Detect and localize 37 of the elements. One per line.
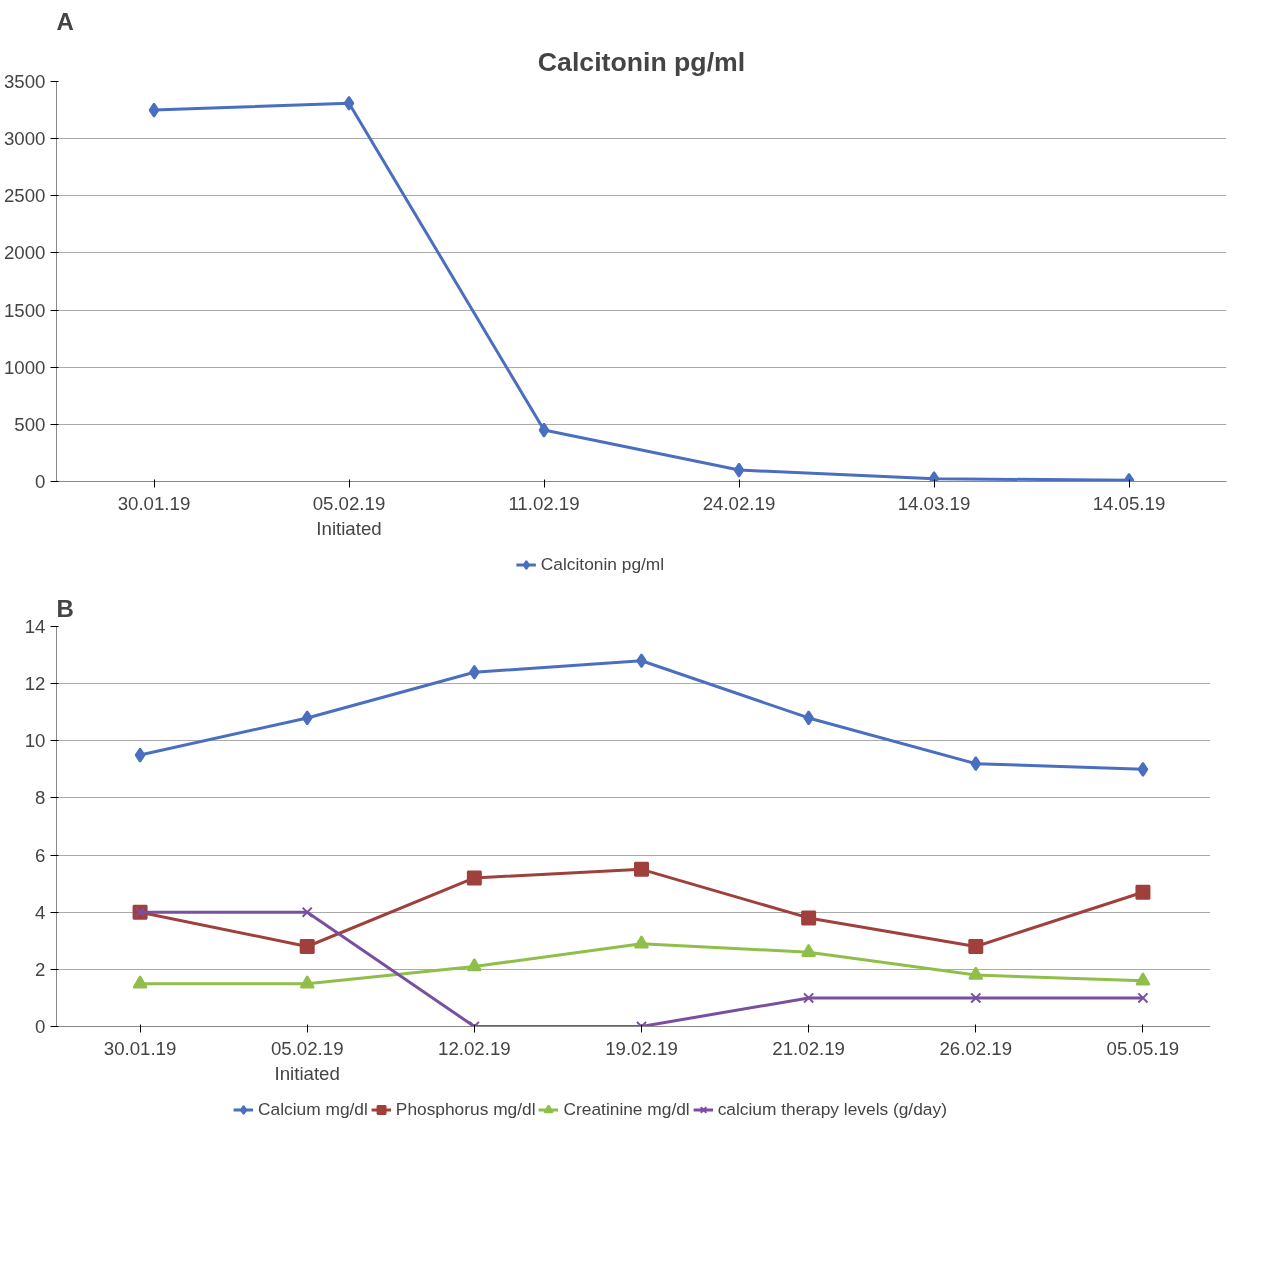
y-tick-label: 12 [24,673,46,695]
legend-label: Calcitonin pg/ml [540,553,665,575]
legend-label: Creatinine mg/dl [563,1098,690,1120]
x-tick-label: 24.02.19 [702,492,776,514]
x-tick-label: 26.02.19 [939,1037,1013,1059]
legend-label: Phosphorus mg/dl [395,1098,536,1120]
y-tick-label: 500 [14,413,46,435]
x-tick-label: 14.03.19 [897,492,971,514]
y-tick-label: 2 [35,958,46,980]
y-tick-label: 8 [35,787,46,809]
x-tick-label: 30.01.19 [103,1037,177,1059]
y-tick-label: 0 [35,471,46,492]
x-tick-label: 21.02.19 [772,1037,845,1059]
y-tick-label: 6 [35,844,46,866]
y-tick-label: 0 [35,1016,46,1037]
text: A [56,7,74,35]
y-tick-label: 3000 [4,128,46,150]
y-tick-label: 4 [35,901,46,923]
y-tick-label: 3500 [4,71,46,92]
y-tick-label: 2000 [4,242,46,264]
x-tick-label: 14.05.19 [1092,492,1166,514]
chart-title: Calcitonin pg/ml [537,46,746,77]
y-tick-label: 10 [24,730,46,752]
x-tick-label: 11.02.19 [508,492,580,514]
x-tick-label: 19.02.19 [605,1037,678,1059]
legend-label: calcium therapy levels (g/day) [717,1098,947,1120]
text: B [56,594,74,622]
x-tick-label: 12.02.19 [438,1037,511,1059]
y-tick-label: 1500 [4,299,46,321]
y-tick-label: 1000 [4,356,46,378]
x-tick-label: 05.02.19 Initiated [270,1037,344,1084]
y-tick-label: 14 [24,616,46,637]
x-tick-label: 05.02.19 Initiated [312,492,386,539]
x-tick-label: 05.05.19 [1106,1037,1180,1059]
y-tick-label: 2500 [4,185,46,207]
legend-label: Calcium mg/dl [258,1098,368,1120]
x-tick-label: 30.01.19 [117,492,191,514]
